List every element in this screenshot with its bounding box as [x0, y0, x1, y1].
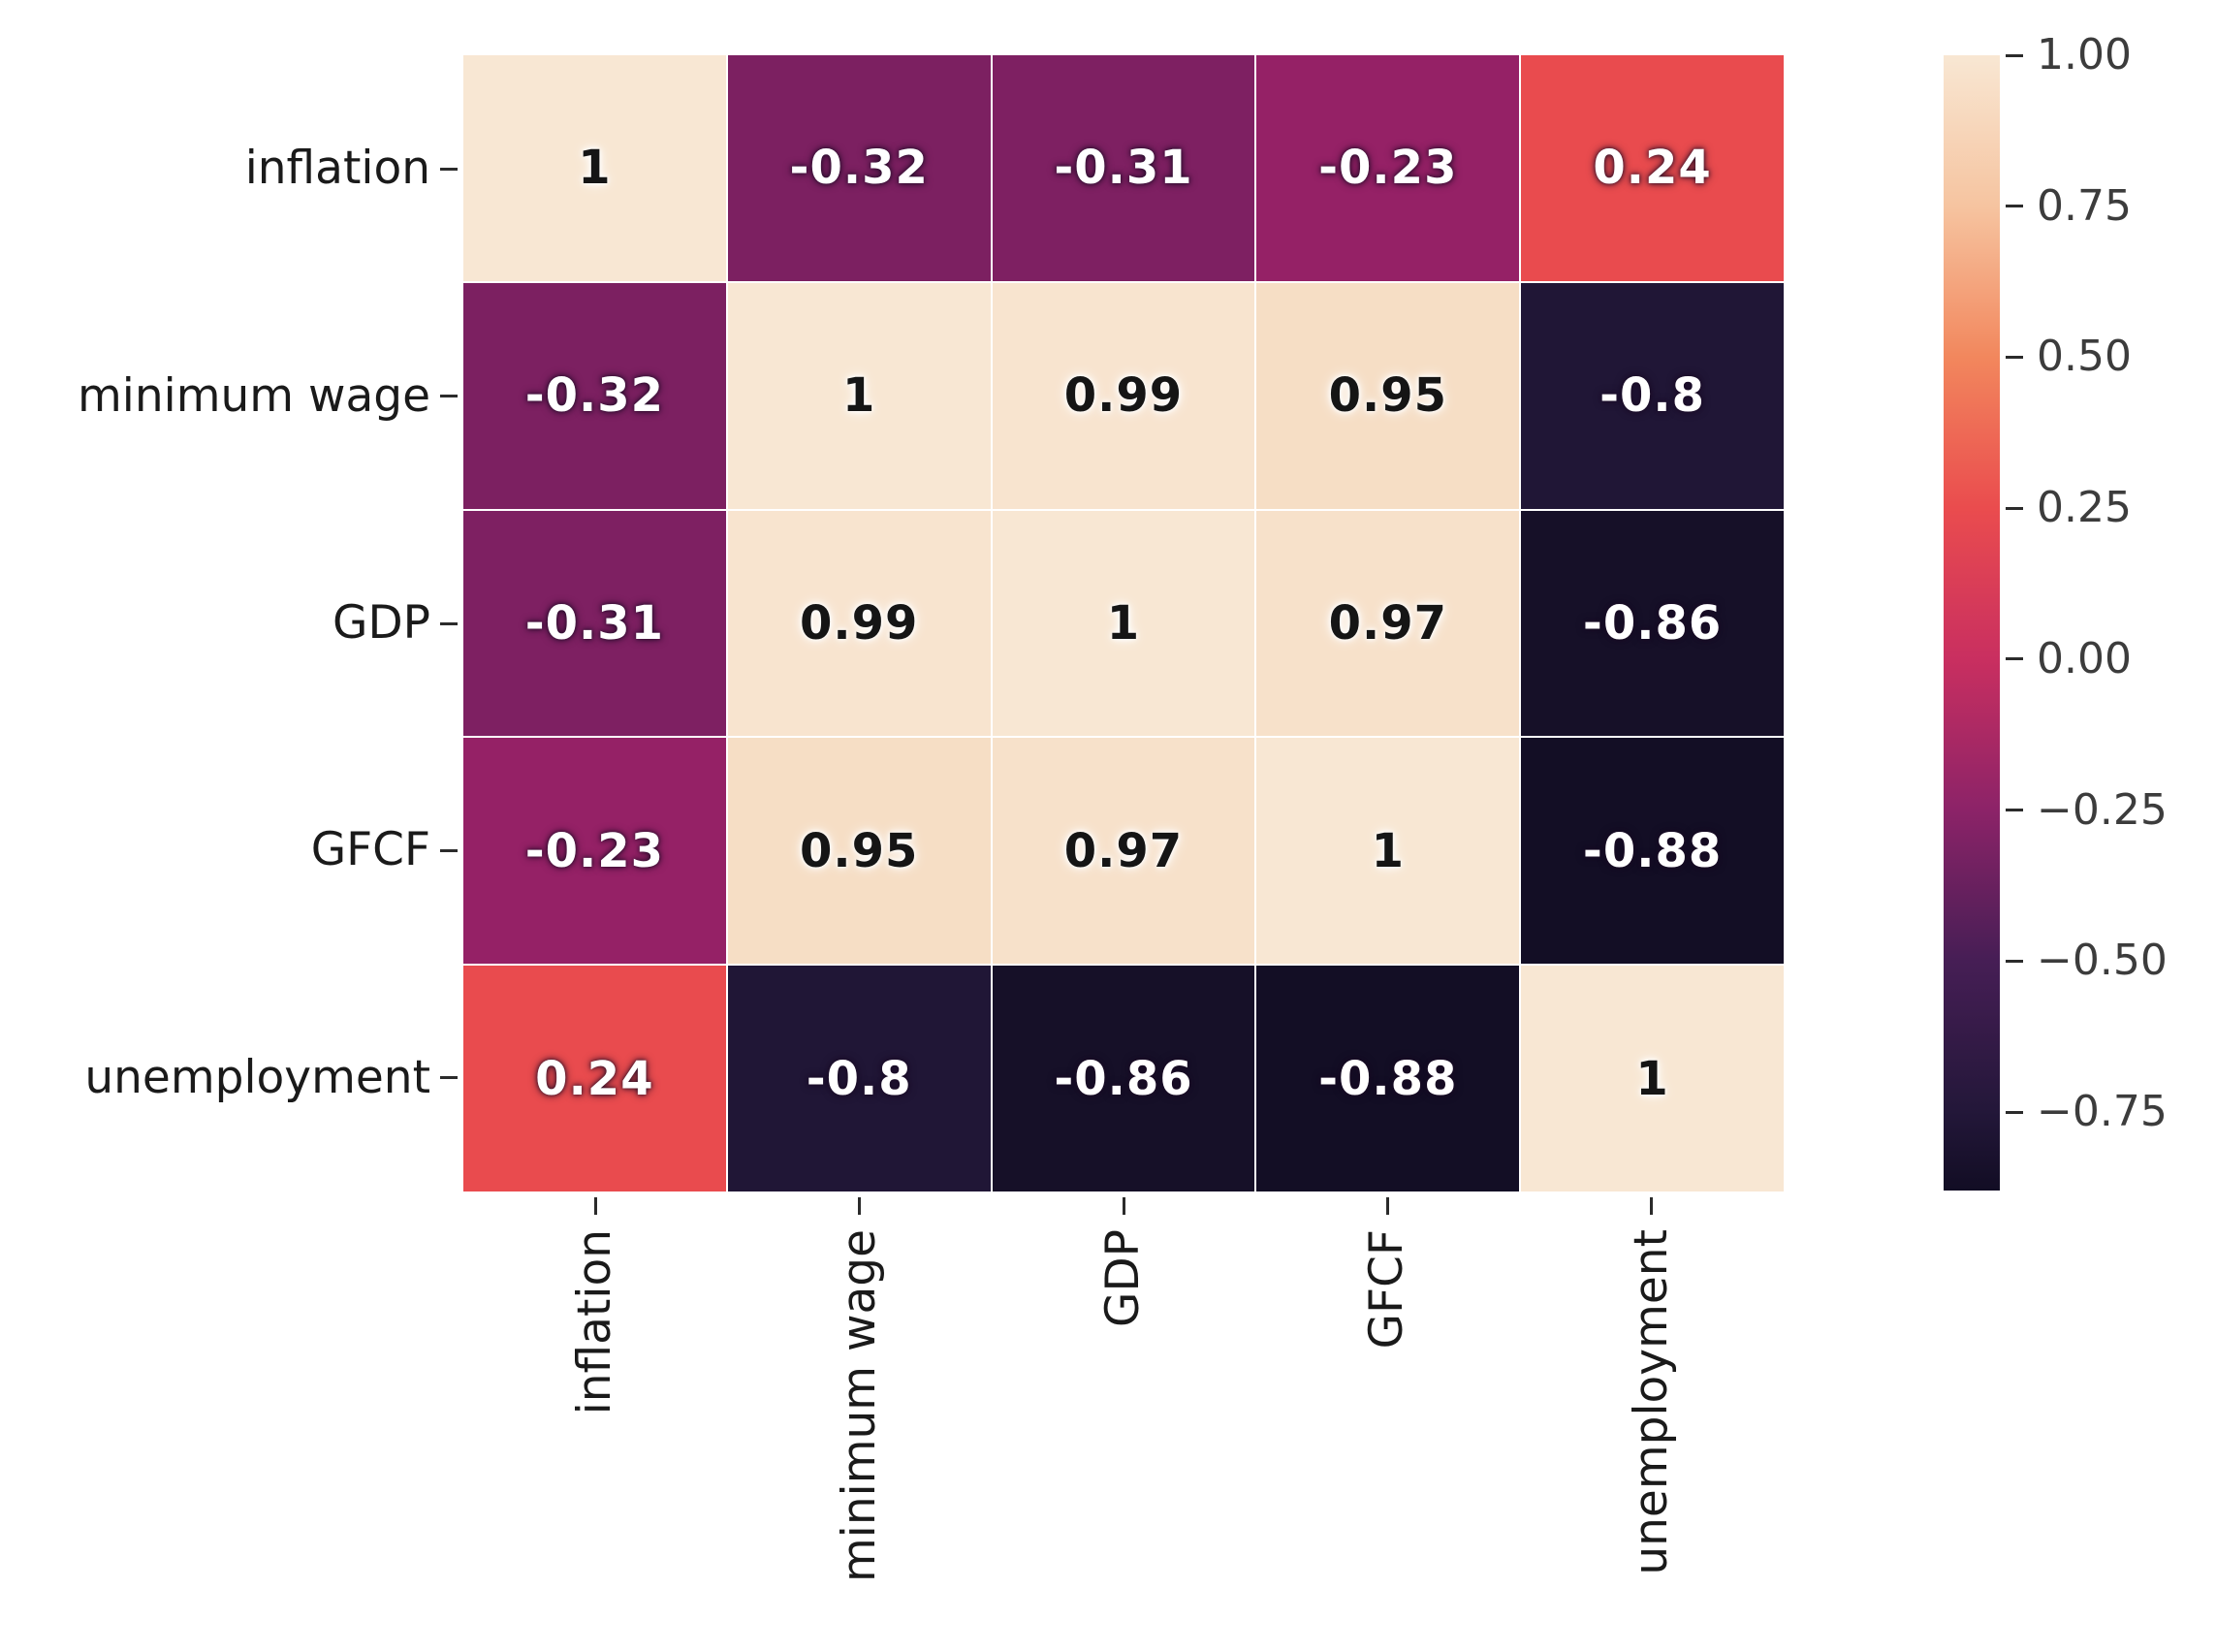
- heatmap-cell: 0.95: [1256, 282, 1520, 509]
- colorbar-tick-label: −0.25: [2037, 784, 2168, 835]
- x-tick-label: inflation: [568, 1229, 622, 1415]
- y-tick-label: minimum wage: [78, 368, 430, 423]
- heatmap-cell: 0.99: [727, 510, 991, 737]
- y-tick-label: unemployment: [84, 1050, 430, 1104]
- colorbar-tick: [2006, 657, 2023, 661]
- colorbar-tick: [2006, 506, 2023, 510]
- heatmap-cell: 0.97: [1256, 510, 1520, 737]
- heatmap-cell: 0.95: [727, 738, 991, 965]
- x-tick: [1650, 1197, 1654, 1215]
- heatmap-cell: 0.97: [992, 738, 1255, 965]
- colorbar-tick-label: −0.50: [2037, 936, 2168, 986]
- x-tick: [858, 1197, 862, 1215]
- y-tick: [440, 395, 458, 398]
- y-tick: [440, 621, 458, 625]
- colorbar-tick-label: 1.00: [2037, 30, 2132, 79]
- heatmap-cell: -0.8: [1521, 282, 1784, 509]
- heatmap-cell: 1: [1521, 966, 1784, 1191]
- colorbar-tick: [2006, 809, 2023, 812]
- heatmap-cell: 1: [1256, 738, 1520, 965]
- colorbar-tick-label: 0.00: [2037, 633, 2132, 683]
- heatmap-cell: -0.88: [1521, 738, 1784, 965]
- y-tick-label: inflation: [244, 142, 430, 196]
- colorbar-tick: [2006, 53, 2023, 57]
- heatmap-grid: 1 -0.32 -0.31 -0.23 0.24 -0.32 1 0.99 0.95 -0.8 -0…: [463, 55, 1784, 1191]
- x-tick-label: GDP: [1096, 1229, 1150, 1327]
- colorbar-tick: [2006, 355, 2023, 359]
- y-tick-label: GFCF: [310, 823, 430, 877]
- heatmap-cell: -0.86: [1521, 510, 1784, 737]
- heatmap-cell: -0.31: [992, 55, 1255, 281]
- heatmap-cell: -0.23: [463, 738, 726, 965]
- y-tick: [440, 167, 458, 171]
- colorbar-tick: [2006, 205, 2023, 208]
- heatmap-cell: 1: [727, 282, 991, 509]
- heatmap-cell: 0.24: [463, 966, 726, 1191]
- heatmap-cell: 1: [992, 510, 1255, 737]
- heatmap-cell: 1: [463, 55, 726, 281]
- y-tick: [440, 848, 458, 852]
- x-tick-label: unemployment: [1624, 1229, 1678, 1575]
- colorbar-tick-label: 0.50: [2037, 332, 2132, 382]
- y-tick-label: GDP: [332, 596, 430, 650]
- colorbar-tick-label: −0.75: [2037, 1087, 2168, 1137]
- x-tick-label: minimum wage: [832, 1229, 886, 1582]
- heatmap-cell: -0.32: [727, 55, 991, 281]
- x-tick-label: GFCF: [1360, 1229, 1414, 1350]
- colorbar-tick-label: 0.75: [2037, 180, 2132, 231]
- heatmap-cell: -0.88: [1256, 966, 1520, 1191]
- heatmap-cell: 0.99: [992, 282, 1255, 509]
- heatmap-cell: -0.31: [463, 510, 726, 737]
- heatmap-cell: 0.24: [1521, 55, 1784, 281]
- colorbar-tick: [2006, 959, 2023, 963]
- x-tick: [1122, 1197, 1125, 1215]
- heatmap-cell: -0.23: [1256, 55, 1520, 281]
- x-tick: [593, 1197, 597, 1215]
- heatmap-cell: -0.86: [992, 966, 1255, 1191]
- heatmap-cell: -0.32: [463, 282, 726, 509]
- heatmap-cell: -0.8: [727, 966, 991, 1191]
- x-tick: [1385, 1197, 1389, 1215]
- colorbar-tick-label: 0.25: [2037, 483, 2132, 533]
- colorbar: [1944, 55, 2000, 1191]
- colorbar-tick: [2006, 1110, 2023, 1114]
- y-tick: [440, 1076, 458, 1080]
